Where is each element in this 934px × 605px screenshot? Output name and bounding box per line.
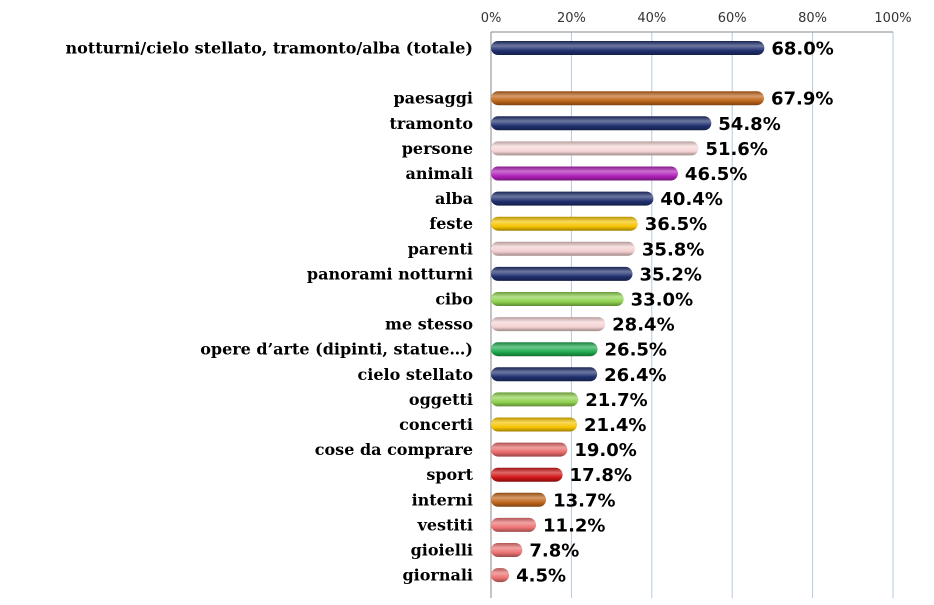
- category-label: persone: [402, 139, 473, 158]
- value-label: 26.5%: [605, 340, 667, 361]
- bar: [491, 568, 510, 583]
- category-label: gioielli: [411, 541, 473, 560]
- category-label: notturni/cielo stellato, tramonto/alba (…: [66, 39, 473, 58]
- x-axis-ticks: 0% 20% 40% 60% 80% 100%: [481, 11, 912, 26]
- value-label: 13.7%: [553, 490, 615, 511]
- bar: [491, 367, 598, 382]
- bar: [491, 266, 633, 281]
- value-label: 67.9%: [771, 89, 833, 110]
- category-label: me stesso: [385, 315, 473, 334]
- value-label: 28.4%: [612, 315, 674, 336]
- category-label: feste: [429, 214, 473, 233]
- bar: [491, 342, 598, 357]
- bar: [491, 392, 579, 407]
- value-label: 19.0%: [574, 440, 636, 461]
- tick-label-0: 0%: [481, 11, 502, 26]
- bar: [491, 417, 578, 432]
- category-label: paesaggi: [393, 89, 473, 108]
- category-label: concerti: [399, 415, 473, 434]
- tick-label-60: 60%: [718, 11, 747, 26]
- category-label: opere d’arte (dipinti, statue…): [200, 340, 473, 359]
- tick-label-40: 40%: [637, 11, 666, 26]
- bar: [491, 116, 712, 131]
- value-label: 35.8%: [642, 239, 704, 260]
- bars: [491, 41, 765, 583]
- bar: [491, 241, 635, 256]
- value-label: 40.4%: [660, 189, 722, 210]
- value-label: 17.8%: [570, 465, 632, 486]
- value-label: 36.5%: [645, 214, 707, 235]
- category-label: animali: [405, 164, 473, 183]
- category-label: tramonto: [390, 114, 474, 133]
- category-label: oggetti: [409, 390, 473, 409]
- tick-label-80: 80%: [798, 11, 827, 26]
- bar: [491, 517, 537, 532]
- bar: [491, 41, 765, 55]
- value-labels: 68.0% 67.9% 54.8% 51.6% 46.5% 40.4% 36.5% 35.8%…: [516, 39, 834, 587]
- value-label: 54.8%: [718, 114, 780, 135]
- category-label: cibo: [435, 290, 473, 309]
- category-label: interni: [412, 490, 473, 509]
- bar: [491, 292, 624, 306]
- bar: [491, 166, 678, 181]
- value-label: 21.7%: [585, 390, 647, 411]
- value-label: 7.8%: [529, 541, 579, 562]
- value-label: 21.4%: [584, 415, 646, 436]
- bar: [491, 141, 699, 156]
- category-label: cose da comprare: [315, 440, 473, 459]
- bar: [491, 492, 547, 507]
- bar: [491, 467, 563, 482]
- category-label: cielo stellato: [358, 365, 474, 384]
- category-label: giornali: [402, 566, 473, 585]
- bar: [491, 442, 568, 457]
- bar: [491, 216, 638, 231]
- value-label: 68.0%: [771, 39, 833, 60]
- category-label: sport: [426, 465, 473, 484]
- category-label: vestiti: [417, 515, 473, 534]
- category-label: alba: [435, 189, 473, 208]
- tick-label-20: 20%: [557, 11, 586, 26]
- bar: [491, 91, 764, 106]
- category-labels: notturni/cielo stellato, tramonto/alba (…: [66, 39, 474, 585]
- bar: [491, 317, 606, 332]
- bar: [491, 191, 654, 206]
- tick-label-100: 100%: [874, 11, 911, 26]
- category-label: panorami notturni: [307, 264, 473, 283]
- value-label: 51.6%: [705, 139, 767, 160]
- category-label: parenti: [408, 239, 473, 258]
- value-label: 4.5%: [516, 566, 566, 587]
- value-label: 33.0%: [631, 290, 693, 311]
- bar: [491, 543, 523, 557]
- value-label: 35.2%: [640, 264, 702, 285]
- value-label: 11.2%: [543, 515, 605, 536]
- value-label: 26.4%: [604, 365, 666, 386]
- value-label: 46.5%: [685, 164, 747, 185]
